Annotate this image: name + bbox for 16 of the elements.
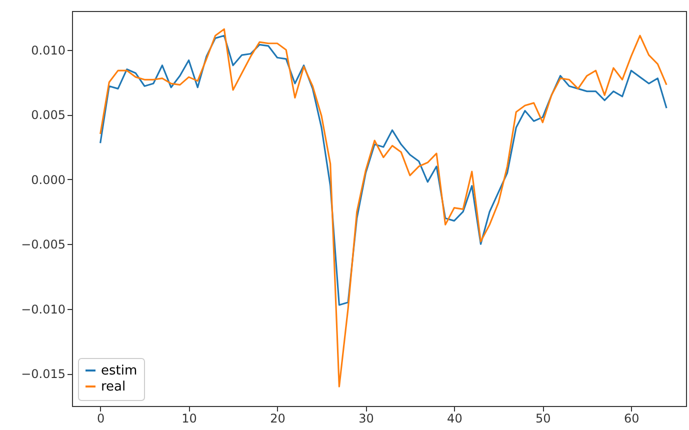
legend-label: real — [101, 380, 126, 394]
x-tick-label: 20 — [270, 412, 286, 426]
y-tick-label: −0.015 — [21, 367, 66, 382]
legend-label: estim — [101, 364, 138, 378]
line-series — [100, 34, 668, 306]
x-tick-label: 50 — [536, 412, 551, 426]
x-tick-label: 0 — [96, 412, 105, 426]
y-tick-label: 0.010 — [31, 43, 66, 58]
x-tick-label: 40 — [447, 412, 462, 426]
x-tick-label: 10 — [182, 412, 197, 426]
y-tick-label: −0.005 — [21, 238, 66, 252]
x-tick-label: 30 — [358, 412, 374, 426]
y-tick-label: 0.005 — [31, 108, 66, 122]
x-tick-label: 60 — [624, 412, 640, 426]
y-tick-label: −0.010 — [21, 302, 66, 316]
y-tick-label: 0.000 — [31, 172, 66, 187]
